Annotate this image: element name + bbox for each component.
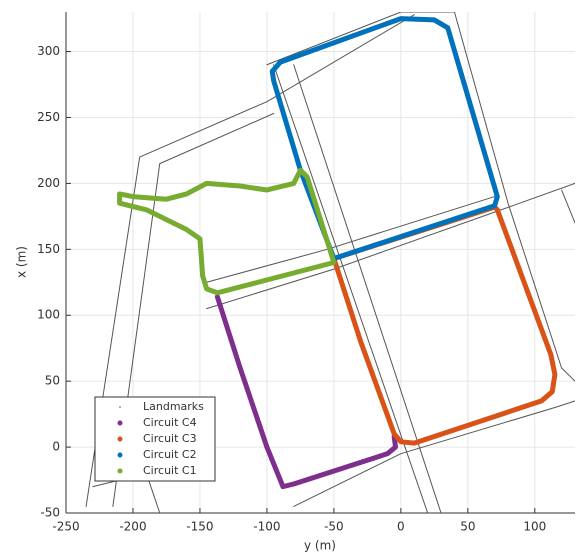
x-tick-label: -250 [52,520,79,534]
y-tick-label: 0 [52,440,60,454]
x-tick-label: -150 [186,520,213,534]
legend-marker [117,436,123,442]
legend-label: Landmarks [143,400,204,413]
x-tick-label: 100 [523,520,546,534]
x-tick-label: 50 [460,520,475,534]
legend-marker [117,468,123,474]
x-tick-label: -50 [324,520,344,534]
legend-label: Circuit C2 [143,448,197,461]
y-tick-label: 50 [45,374,60,388]
trajectory [214,294,399,490]
y-tick-label: 250 [37,110,60,124]
y-tick-label: 200 [37,176,60,190]
x-axis-label: y (m) [304,539,336,553]
y-tick-label: 300 [37,44,60,58]
trajectory [117,167,337,296]
y-tick-label: 100 [37,308,60,322]
trajectory [331,204,558,446]
x-tick-label: -100 [253,520,280,534]
trajectory [269,16,500,262]
y-tick-label: 150 [37,242,60,256]
legend-label: Circuit C1 [143,464,197,477]
legend-label: Circuit C4 [143,416,197,429]
legend-marker [119,406,121,408]
x-tick-label: -200 [119,520,146,534]
y-tick-label: -50 [40,506,60,520]
legend-marker [117,420,123,426]
legend-label: Circuit C3 [143,432,197,445]
legend-marker [117,452,123,458]
y-axis-label: x (m) [15,246,29,278]
legend-box [94,396,216,482]
x-tick-label: 0 [397,520,405,534]
